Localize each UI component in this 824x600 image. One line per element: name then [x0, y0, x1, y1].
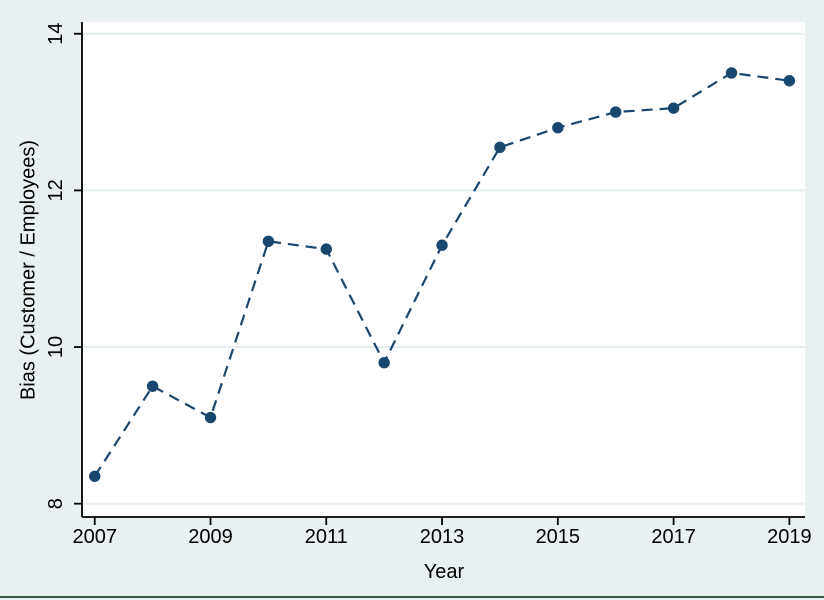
- y-tick-label: 8: [45, 498, 67, 509]
- data-point-2009: [204, 411, 217, 424]
- x-axis-title: Year: [423, 561, 465, 583]
- x-tick-label: 2009: [188, 526, 233, 548]
- x-tick-label: 2015: [536, 526, 581, 548]
- data-point-2017: [667, 102, 680, 114]
- y-tick-label: 10: [45, 336, 67, 358]
- data-point-2011: [320, 243, 332, 255]
- data-point-2010: [262, 235, 275, 248]
- data-point-2008: [146, 380, 159, 392]
- y-tick-label: 12: [45, 179, 67, 201]
- x-tick-label: 2019: [767, 526, 812, 548]
- x-tick-label: 2013: [420, 526, 465, 548]
- data-point-2014: [494, 141, 506, 154]
- data-point-2007: [89, 470, 101, 482]
- data-point-2013: [436, 239, 448, 251]
- data-point-2015: [552, 122, 564, 134]
- x-tick-label: 2017: [651, 526, 696, 548]
- data-point-2019: [783, 75, 796, 87]
- plot-area: [82, 22, 805, 517]
- window-bottom-border: [0, 596, 824, 598]
- data-point-2018: [725, 67, 738, 79]
- x-tick-label: 2011: [305, 526, 348, 548]
- data-point-2016: [610, 106, 622, 118]
- x-tick-label: 2007: [72, 526, 117, 548]
- y-tick-label: 14: [45, 23, 67, 45]
- data-point-2012: [378, 357, 390, 369]
- y-axis-title: Bias (Customer / Employees): [17, 139, 40, 401]
